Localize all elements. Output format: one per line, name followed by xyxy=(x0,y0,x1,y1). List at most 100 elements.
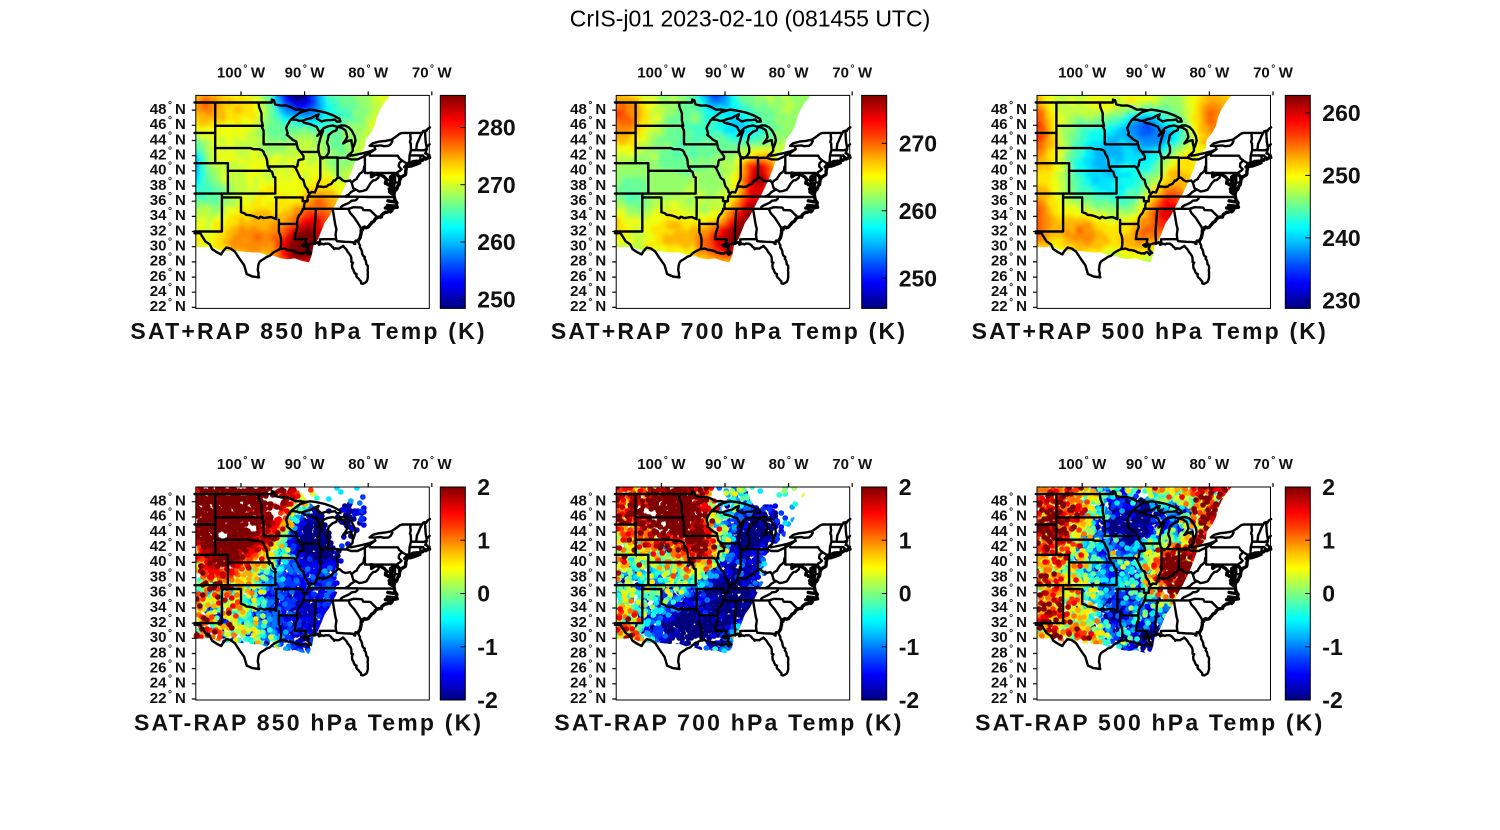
svg-text:32°N: 32 ° N xyxy=(570,221,606,239)
svg-text:46°N: 46 ° N xyxy=(991,115,1027,133)
svg-text:38°N: 38 ° N xyxy=(991,176,1027,194)
svg-text:30°N: 30 ° N xyxy=(150,237,186,255)
svg-text:270: 270 xyxy=(477,172,515,198)
svg-text:240: 240 xyxy=(1322,225,1360,251)
svg-text:28°N: 28 ° N xyxy=(150,643,186,661)
svg-text:80°W: 80 ° W xyxy=(769,63,810,81)
svg-text:24°N: 24 ° N xyxy=(570,674,606,692)
svg-text:CrIS-j01 2023-02-10 (081455 UT: CrIS-j01 2023-02-10 (081455 UTC) xyxy=(570,6,931,32)
svg-text:46°N: 46 ° N xyxy=(570,115,606,133)
svg-text:260: 260 xyxy=(477,229,515,255)
svg-text:40°N: 40 ° N xyxy=(570,552,606,570)
svg-text:-2: -2 xyxy=(477,687,497,713)
svg-text:38°N: 38 ° N xyxy=(150,567,186,585)
svg-text:SAT+RAP 500 hPa Temp (K): SAT+RAP 500 hPa Temp (K) xyxy=(972,318,1328,344)
svg-text:40°N: 40 ° N xyxy=(150,161,186,179)
svg-text:36°N: 36 ° N xyxy=(150,191,186,209)
svg-text:250: 250 xyxy=(899,265,937,291)
svg-text:80°W: 80 ° W xyxy=(348,63,389,81)
svg-text:1: 1 xyxy=(899,528,912,554)
svg-text:38°N: 38 ° N xyxy=(570,176,606,194)
svg-text:26°N: 26 ° N xyxy=(991,659,1027,677)
svg-text:280: 280 xyxy=(477,115,515,141)
svg-text:46°N: 46 ° N xyxy=(150,115,186,133)
svg-text:44°N: 44 ° N xyxy=(991,522,1027,540)
svg-text:30°N: 30 ° N xyxy=(150,628,186,646)
svg-text:36°N: 36 ° N xyxy=(991,583,1027,601)
svg-text:38°N: 38 ° N xyxy=(991,567,1027,585)
svg-text:24°N: 24 ° N xyxy=(570,282,606,300)
svg-text:100°W: 100 ° W xyxy=(1058,455,1107,473)
svg-text:38°N: 38 ° N xyxy=(150,176,186,194)
svg-text:250: 250 xyxy=(477,286,515,312)
svg-text:48°N: 48 ° N xyxy=(570,100,606,118)
svg-text:34°N: 34 ° N xyxy=(570,598,606,616)
svg-text:80°W: 80 ° W xyxy=(769,455,810,473)
svg-text:2: 2 xyxy=(477,474,490,500)
svg-text:80°W: 80 ° W xyxy=(1189,63,1230,81)
svg-text:44°N: 44 ° N xyxy=(991,130,1027,148)
svg-text:0: 0 xyxy=(1322,581,1335,607)
svg-text:40°N: 40 ° N xyxy=(570,161,606,179)
svg-text:90°W: 90 ° W xyxy=(1126,455,1167,473)
svg-text:30°N: 30 ° N xyxy=(991,628,1027,646)
svg-text:80°W: 80 ° W xyxy=(1189,455,1230,473)
svg-text:28°N: 28 ° N xyxy=(991,643,1027,661)
svg-text:90°W: 90 ° W xyxy=(705,63,746,81)
svg-text:40°N: 40 ° N xyxy=(991,552,1027,570)
svg-text:28°N: 28 ° N xyxy=(991,252,1027,270)
svg-text:36°N: 36 ° N xyxy=(570,583,606,601)
svg-text:44°N: 44 ° N xyxy=(150,522,186,540)
svg-text:44°N: 44 ° N xyxy=(570,522,606,540)
svg-text:2: 2 xyxy=(1322,474,1335,500)
svg-text:44°N: 44 ° N xyxy=(150,130,186,148)
svg-text:42°N: 42 ° N xyxy=(991,146,1027,164)
svg-text:-1: -1 xyxy=(1322,634,1343,660)
svg-text:24°N: 24 ° N xyxy=(991,282,1027,300)
svg-text:22°N: 22 ° N xyxy=(570,297,606,315)
svg-text:46°N: 46 ° N xyxy=(991,507,1027,525)
svg-text:100°W: 100 ° W xyxy=(637,455,686,473)
svg-text:90°W: 90 ° W xyxy=(1126,63,1167,81)
svg-text:230: 230 xyxy=(1322,288,1360,314)
svg-text:1: 1 xyxy=(477,528,490,554)
svg-text:42°N: 42 ° N xyxy=(570,537,606,555)
svg-text:28°N: 28 ° N xyxy=(570,643,606,661)
svg-text:250: 250 xyxy=(1322,163,1360,189)
svg-text:34°N: 34 ° N xyxy=(991,598,1027,616)
svg-text:32°N: 32 ° N xyxy=(150,221,186,239)
svg-text:32°N: 32 ° N xyxy=(991,613,1027,631)
svg-text:22°N: 22 ° N xyxy=(991,297,1027,315)
svg-text:90°W: 90 ° W xyxy=(285,63,326,81)
svg-text:22°N: 22 ° N xyxy=(570,689,606,707)
svg-text:42°N: 42 ° N xyxy=(150,537,186,555)
svg-text:40°N: 40 ° N xyxy=(150,552,186,570)
svg-text:26°N: 26 ° N xyxy=(570,267,606,285)
svg-text:32°N: 32 ° N xyxy=(150,613,186,631)
svg-text:90°W: 90 ° W xyxy=(705,455,746,473)
svg-text:48°N: 48 ° N xyxy=(991,100,1027,118)
svg-text:42°N: 42 ° N xyxy=(991,537,1027,555)
svg-text:70°W: 70 ° W xyxy=(1253,63,1294,81)
svg-text:SAT-RAP 700 hPa Temp (K): SAT-RAP 700 hPa Temp (K) xyxy=(554,710,903,736)
svg-text:28°N: 28 ° N xyxy=(570,252,606,270)
svg-text:34°N: 34 ° N xyxy=(991,206,1027,224)
svg-text:22°N: 22 ° N xyxy=(150,689,186,707)
svg-text:48°N: 48 ° N xyxy=(150,492,186,510)
svg-text:30°N: 30 ° N xyxy=(570,628,606,646)
svg-text:26°N: 26 ° N xyxy=(991,267,1027,285)
svg-text:-2: -2 xyxy=(899,687,919,713)
svg-text:0: 0 xyxy=(477,581,490,607)
svg-text:260: 260 xyxy=(1322,100,1360,126)
svg-text:24°N: 24 ° N xyxy=(150,674,186,692)
svg-text:SAT-RAP 500 hPa Temp (K): SAT-RAP 500 hPa Temp (K) xyxy=(975,710,1324,736)
svg-text:34°N: 34 ° N xyxy=(150,598,186,616)
svg-text:SAT+RAP 700 hPa Temp (K): SAT+RAP 700 hPa Temp (K) xyxy=(551,318,907,344)
svg-text:38°N: 38 ° N xyxy=(570,567,606,585)
svg-text:1: 1 xyxy=(1322,528,1335,554)
svg-text:260: 260 xyxy=(899,198,937,224)
svg-text:34°N: 34 ° N xyxy=(150,206,186,224)
svg-text:22°N: 22 ° N xyxy=(150,297,186,315)
svg-text:70°W: 70 ° W xyxy=(1253,455,1294,473)
svg-text:100°W: 100 ° W xyxy=(217,63,266,81)
